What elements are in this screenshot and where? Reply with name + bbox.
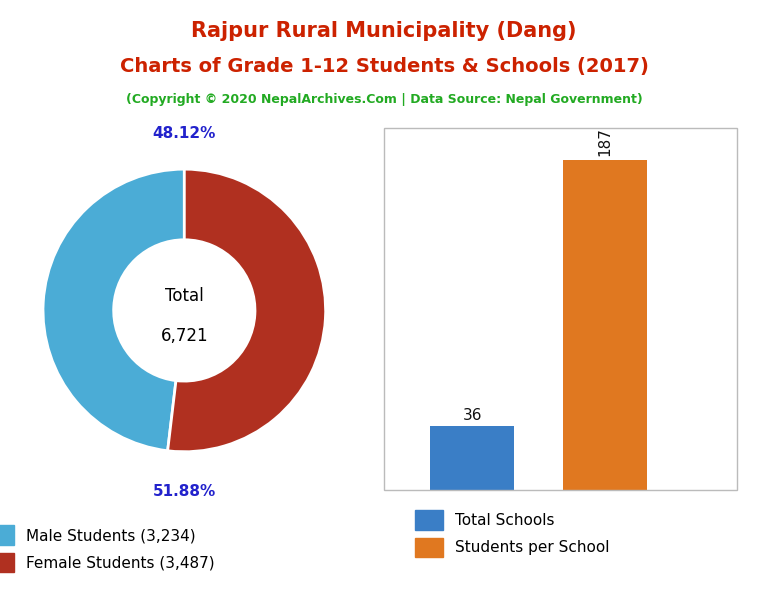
- Text: 36: 36: [462, 408, 482, 423]
- Text: 48.12%: 48.12%: [153, 127, 216, 141]
- Bar: [563, 160, 647, 490]
- Text: Rajpur Rural Municipality (Dang): Rajpur Rural Municipality (Dang): [191, 21, 577, 41]
- Text: 6,721: 6,721: [161, 327, 208, 345]
- Wedge shape: [167, 169, 326, 452]
- Text: (Copyright © 2020 NepalArchives.Com | Data Source: Nepal Government): (Copyright © 2020 NepalArchives.Com | Da…: [126, 93, 642, 106]
- Text: 187: 187: [598, 128, 612, 156]
- Legend: Total Schools, Students per School: Total Schools, Students per School: [409, 504, 616, 564]
- Text: Total: Total: [165, 287, 204, 305]
- Bar: [430, 426, 515, 490]
- Wedge shape: [43, 169, 184, 451]
- Text: 51.88%: 51.88%: [153, 484, 216, 499]
- Text: Charts of Grade 1-12 Students & Schools (2017): Charts of Grade 1-12 Students & Schools …: [120, 57, 648, 76]
- Legend: Male Students (3,234), Female Students (3,487): Male Students (3,234), Female Students (…: [0, 519, 220, 578]
